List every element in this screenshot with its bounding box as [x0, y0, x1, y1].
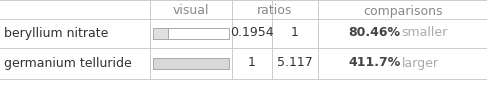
Text: comparisons: comparisons	[363, 4, 442, 17]
Bar	[153, 57, 229, 68]
Bar	[153, 27, 168, 38]
Bar	[153, 57, 229, 68]
Text: 5.117: 5.117	[277, 57, 313, 70]
Text: smaller: smaller	[401, 27, 448, 40]
Text: 80.46%: 80.46%	[349, 27, 400, 40]
Bar	[153, 57, 229, 68]
Bar	[153, 27, 168, 38]
Text: beryllium nitrate: beryllium nitrate	[4, 27, 109, 40]
Text: 1: 1	[291, 27, 299, 40]
Text: visual: visual	[173, 4, 209, 17]
Text: 1: 1	[248, 57, 256, 70]
Text: 411.7%: 411.7%	[348, 57, 400, 70]
Text: larger: larger	[401, 57, 438, 70]
Bar	[153, 27, 229, 38]
Text: 0.1954: 0.1954	[230, 27, 274, 40]
Text: germanium telluride: germanium telluride	[4, 57, 132, 70]
Text: ratios: ratios	[257, 4, 293, 17]
